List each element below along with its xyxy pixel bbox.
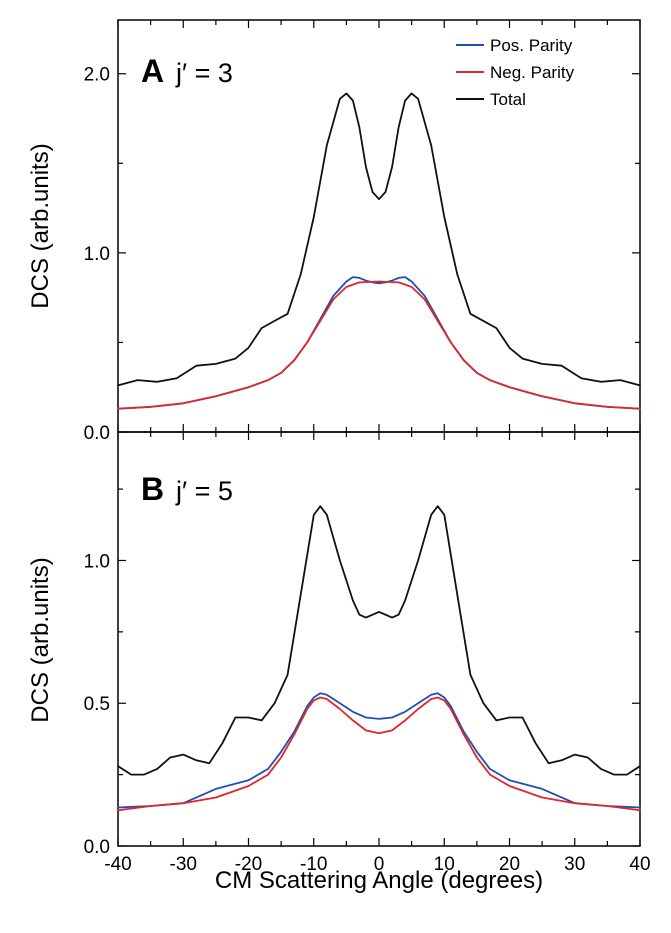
panel-b-letter: B bbox=[141, 471, 164, 507]
panel-b-line-total bbox=[117, 505, 641, 776]
panel-a-y-ticks: 0.0 1.0 2.0 bbox=[84, 65, 640, 444]
panel-b-series bbox=[117, 505, 641, 812]
panel-b-y-ticks: 0.0 0.5 1.0 bbox=[84, 488, 640, 858]
x-tick-label: 0 bbox=[374, 854, 385, 875]
panel-a-x-ticks bbox=[117, 20, 641, 432]
legend-label-neg-parity: Neg. Parity bbox=[490, 63, 575, 82]
x-axis-label: CM Scattering Angle (degrees) bbox=[215, 867, 543, 894]
panel-b-line-neg-parity bbox=[117, 696, 641, 812]
x-tick-label: -40 bbox=[104, 854, 131, 875]
panel-b-label: j′ = 5 bbox=[175, 476, 233, 506]
x-tick-label: 20 bbox=[499, 854, 520, 875]
y-tick-label: 1.0 bbox=[84, 551, 110, 572]
panel-a-line-neg-parity bbox=[117, 280, 641, 410]
legend: Pos. Parity Neg. Parity Total bbox=[456, 36, 575, 109]
legend-label-pos-parity: Pos. Parity bbox=[490, 36, 573, 55]
panel-a-letter: A bbox=[141, 53, 164, 89]
y-tick-label: 1.0 bbox=[84, 244, 110, 265]
y-tick-label: 0.0 bbox=[84, 423, 110, 444]
y-tick-label: 0.0 bbox=[84, 837, 110, 858]
panel-b: -40 -30 -20 -10 0 10 20 30 40 0.0 0.5 1.0 B j′ = 5… bbox=[27, 431, 651, 875]
x-tick-label: -30 bbox=[170, 854, 197, 875]
y-tick-label: 2.0 bbox=[84, 65, 110, 86]
panel-a: 0.0 1.0 2.0 A j′ = 3 DCS (arb.units) Pos. … bbox=[27, 19, 641, 444]
panel-a-y-axis-label: DCS (arb.units) bbox=[27, 143, 54, 308]
panel-a-series bbox=[117, 92, 641, 410]
panel-a-line-pos-parity bbox=[117, 276, 641, 410]
x-tick-label: -10 bbox=[300, 854, 327, 875]
panel-b-x-ticks: -40 -30 -20 -10 0 10 20 30 40 bbox=[104, 432, 651, 875]
x-tick-label: -20 bbox=[235, 854, 262, 875]
panel-b-line-pos-parity bbox=[117, 692, 641, 809]
x-tick-label: 30 bbox=[564, 854, 585, 875]
y-tick-label: 0.5 bbox=[84, 694, 110, 715]
x-tick-label: 10 bbox=[434, 854, 455, 875]
panel-a-line-total bbox=[117, 92, 641, 387]
panel-b-y-axis-label: DCS (arb.units) bbox=[27, 557, 54, 722]
legend-label-total: Total bbox=[490, 90, 526, 109]
panel-a-label: j′ = 3 bbox=[175, 58, 233, 88]
x-tick-label: 40 bbox=[629, 854, 650, 875]
